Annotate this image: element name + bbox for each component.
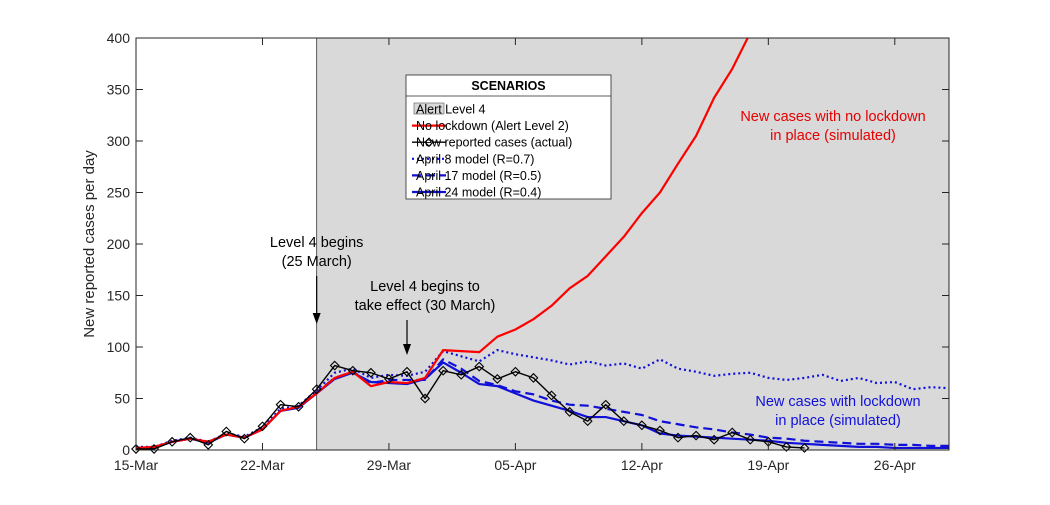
- actual-cases-marker: [600, 399, 611, 410]
- actual-cases-marker: [402, 366, 412, 377]
- actual-cases-marker: [709, 434, 720, 445]
- y-tick-label: 150: [107, 288, 131, 304]
- actual-cases-marker: [185, 432, 196, 443]
- actual-cases-marker: [420, 393, 431, 404]
- actual-cases-marker: [383, 373, 394, 384]
- y-tick-label: 200: [107, 236, 131, 252]
- annotation-with-lockdown-2: in place (simulated): [775, 413, 901, 429]
- actual-cases-marker: [293, 401, 304, 412]
- actual-cases-marker: [546, 390, 557, 401]
- actual-cases-marker: [311, 384, 322, 395]
- actual-cases-marker: [564, 406, 575, 417]
- legend-swatch-alert-level-4: [413, 102, 445, 115]
- y-tick-label: 350: [107, 82, 131, 98]
- legend-entry-label-5: April 24 model (R=0.4): [416, 186, 541, 200]
- x-tick-label: 29-Mar: [367, 457, 412, 473]
- actual-cases-marker: [257, 421, 268, 432]
- x-tick-label: 15-Mar: [114, 457, 159, 473]
- annotation-no-lockdown: New cases with no lockdown: [740, 109, 925, 125]
- actual-cases-marker: [492, 373, 503, 384]
- actual-cases-marker: [691, 430, 702, 441]
- annotation-with-lockdown: New cases with lockdown: [755, 394, 920, 410]
- x-tick-label: 12-Apr: [621, 457, 663, 473]
- actual-cases-marker: [456, 369, 467, 380]
- actual-cases-marker: [745, 434, 756, 445]
- y-tick-label: 50: [114, 391, 130, 407]
- actual-cases-marker: [203, 439, 214, 450]
- actual-cases-marker: [167, 436, 178, 447]
- legend-entry-label-3: April 8 model (R=0.7): [416, 152, 534, 166]
- actual-cases-marker: [673, 432, 683, 443]
- actual-cases-marker: [275, 399, 286, 410]
- annotation-level4-begins: Level 4 begins: [270, 235, 364, 251]
- legend-entry-label-2: New reported cases (actual): [416, 136, 572, 150]
- actual-cases-marker: [636, 420, 647, 431]
- series-line-1: [136, 364, 805, 450]
- actual-cases-marker: [365, 367, 376, 378]
- actual-cases-marker: [582, 416, 593, 427]
- actual-cases-marker: [474, 361, 485, 372]
- arrow-head-level4-effect: [403, 344, 411, 355]
- actual-cases-marker: [781, 441, 792, 452]
- y-tick-label: 400: [107, 30, 131, 46]
- legend-swatch-diamond: [424, 137, 434, 147]
- actual-cases-marker: [618, 416, 629, 427]
- legend-title: SCENARIOS: [471, 79, 545, 93]
- x-tick-label: 26-Apr: [874, 457, 916, 473]
- actual-cases-marker: [727, 427, 738, 438]
- actual-cases-marker: [654, 425, 665, 436]
- actual-cases-marker: [149, 443, 160, 454]
- y-axis-label: New reported cases per day: [81, 150, 98, 338]
- annotation-no-lockdown-2: in place (simulated): [770, 128, 896, 144]
- y-tick-label: 250: [107, 185, 131, 201]
- y-tick-label: 0: [122, 442, 130, 458]
- y-tick-label: 300: [107, 133, 131, 149]
- x-tick-label: 05-Apr: [494, 457, 536, 473]
- annotation-level4-begins-date: (25 March): [282, 254, 352, 270]
- legend-entry-label-1: No lockdown (Alert Level 2): [416, 119, 569, 133]
- actual-cases-marker: [510, 366, 521, 377]
- arrow-head-level4-begins: [312, 313, 321, 324]
- x-tick-label: 22-Mar: [240, 457, 285, 473]
- x-tick-label: 19-Apr: [747, 457, 789, 473]
- legend-entry-label-0: Alert Level 4: [416, 103, 486, 117]
- legend-entry-label-4: April 17 model (R=0.5): [416, 169, 541, 183]
- y-tick-label: 100: [107, 339, 131, 355]
- actual-cases-marker: [799, 442, 810, 453]
- annotation-level4-effect: Level 4 begins to: [370, 279, 480, 295]
- annotation-level4-effect-date: take effect (30 March): [355, 298, 496, 314]
- actual-cases-marker: [528, 372, 539, 383]
- actual-cases-marker: [347, 365, 358, 376]
- series-line-2: [136, 348, 949, 449]
- actual-cases-marker: [221, 426, 232, 437]
- actual-cases-marker: [131, 443, 141, 454]
- actual-cases-marker: [239, 433, 250, 444]
- actual-cases-marker: [329, 360, 340, 371]
- actual-cases-marker: [438, 365, 449, 376]
